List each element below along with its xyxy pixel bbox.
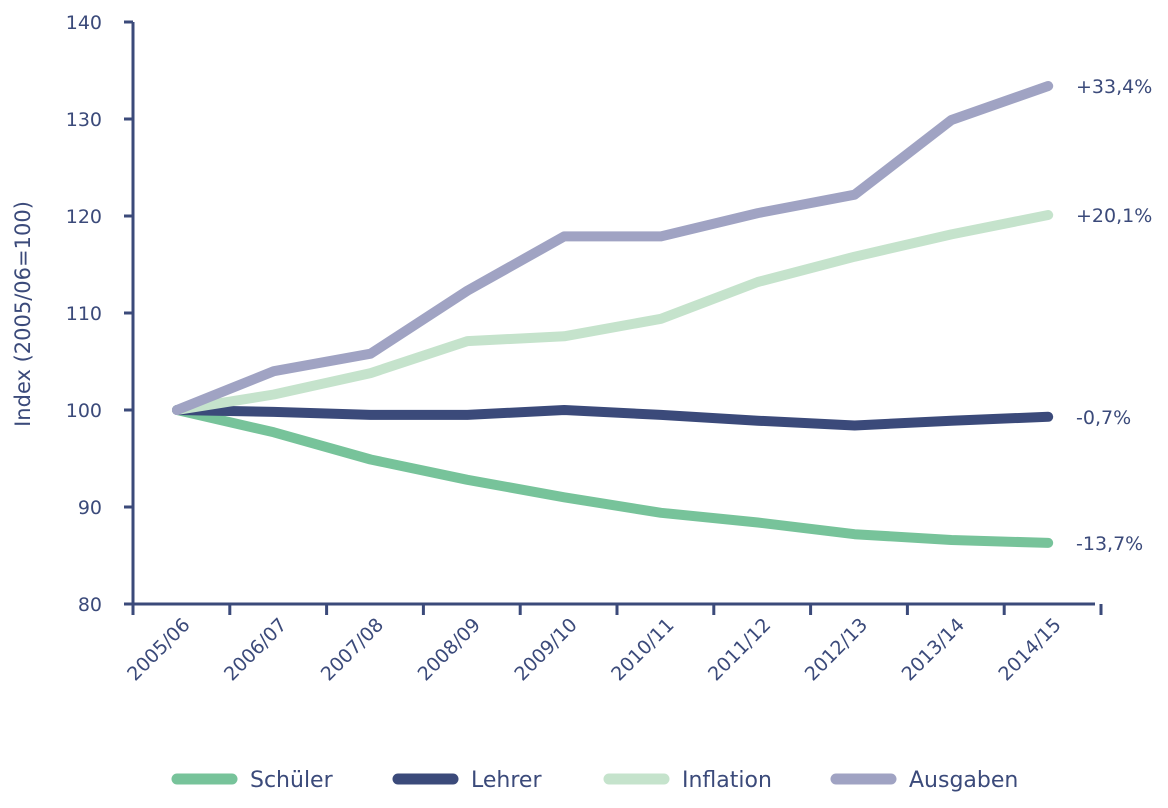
end-labels: -13,7% -0,7% +20,1% +33,4% <box>1076 76 1152 555</box>
series-lines <box>172 81 1054 548</box>
legend-label-lehrer: Lehrer <box>471 768 542 793</box>
x-tick-label: 2011/12 <box>704 614 775 685</box>
y-axis-title: Index (2005/06=100) <box>11 201 35 427</box>
legend-label-inflation: Inflation <box>682 768 772 793</box>
legend: Schüler Lehrer Inflation Ausgaben <box>171 768 1018 793</box>
x-tick-label: 2012/13 <box>801 614 872 685</box>
x-tick-label: 2014/15 <box>994 614 1065 685</box>
legend-label-ausgaben: Ausgaben <box>909 768 1018 793</box>
y-tick-label: 100 <box>66 400 102 422</box>
series-line-ausgaben <box>172 81 1054 415</box>
y-tick-label: 120 <box>66 206 102 228</box>
x-tick-label: 2009/10 <box>510 614 581 685</box>
series-line-inflation <box>172 210 1054 415</box>
end-label-ausgaben: +33,4% <box>1076 76 1152 98</box>
series-line-schüler <box>172 405 1054 548</box>
x-tick-label: 2006/07 <box>220 614 291 685</box>
end-label-inflation: +20,1% <box>1076 205 1152 227</box>
x-tick-label: 2005/06 <box>123 614 194 685</box>
series-line-lehrer <box>172 405 1054 431</box>
y-tick-label: 110 <box>66 303 102 325</box>
y-tick-label: 130 <box>66 109 102 131</box>
x-axis-ticks: 2005/06 2006/07 2007/08 2008/09 2009/10 2010/… <box>123 604 1103 685</box>
end-label-schüler: -13,7% <box>1076 533 1143 555</box>
x-tick-label: 2007/08 <box>317 614 388 685</box>
end-label-lehrer: -0,7% <box>1076 407 1131 429</box>
legend-label-schüler: Schüler <box>250 768 334 793</box>
y-tick-label: 140 <box>66 12 102 34</box>
x-tick-label: 2008/09 <box>414 614 485 685</box>
x-tick-label: 2013/14 <box>898 614 969 685</box>
y-axis-ticks: 80 90 100 110 120 130 140 <box>66 12 133 616</box>
y-tick-label: 80 <box>78 594 102 616</box>
y-tick-label: 90 <box>78 497 102 519</box>
x-tick-label: 2010/11 <box>607 614 678 685</box>
